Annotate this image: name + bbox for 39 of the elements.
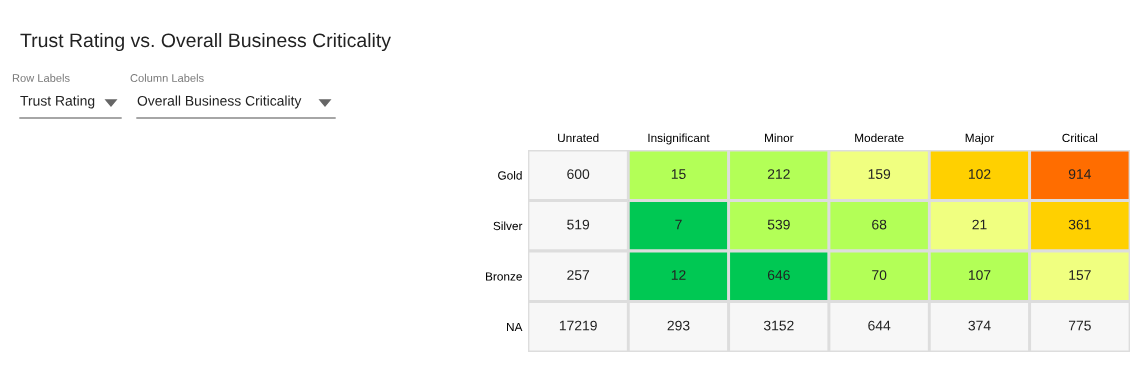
data-label: 539 <box>767 219 790 230</box>
data-label: 3152 <box>763 320 794 331</box>
data-label: 7 <box>675 219 682 230</box>
data-label: 70 <box>872 270 887 280</box>
data-label: 914 <box>1068 169 1092 179</box>
data-label: 257 <box>567 270 590 280</box>
y-tick-label: NA <box>507 322 523 332</box>
data-label: 17219 <box>559 320 597 331</box>
data-label: 102 <box>968 169 991 179</box>
text: Trust Rating vs. Overall Business Criticality <box>20 32 391 52</box>
data-label: 644 <box>868 320 891 331</box>
y-tick-label: Bronze <box>486 272 522 281</box>
data-label: 600 <box>567 169 590 179</box>
x-tick-label: Critical <box>1062 133 1098 143</box>
y-tick-label: Gold <box>498 170 522 180</box>
x-tick-label: Major <box>965 133 995 145</box>
data-label: 519 <box>567 219 590 230</box>
x-tick-label: Insignificant <box>648 133 710 145</box>
data-label: 212 <box>767 169 790 179</box>
data-label: 646 <box>767 270 790 280</box>
data-label: 374 <box>968 320 991 331</box>
data-label: 15 <box>671 169 686 179</box>
data-label: 107 <box>968 270 991 280</box>
x-tick-label: Unrated <box>558 133 599 143</box>
data-label: 157 <box>1069 270 1091 280</box>
x-tick-label: Moderate <box>855 133 904 143</box>
data-label: 21 <box>972 219 987 230</box>
text: Overall Business Criticality <box>137 95 302 109</box>
data-label: 361 <box>1068 219 1091 230</box>
text: Trust Rating <box>20 95 95 109</box>
data-label: 293 <box>667 320 690 331</box>
y-tick-label: Silver <box>493 221 523 231</box>
data-label: 775 <box>1068 320 1091 331</box>
data-label: 159 <box>868 169 891 179</box>
data-label: 68 <box>872 219 887 230</box>
text: Row Labels <box>12 73 70 82</box>
text: Column Labels <box>130 73 204 82</box>
x-tick-label: Minor <box>765 133 794 143</box>
data-label: 12 <box>671 270 686 280</box>
